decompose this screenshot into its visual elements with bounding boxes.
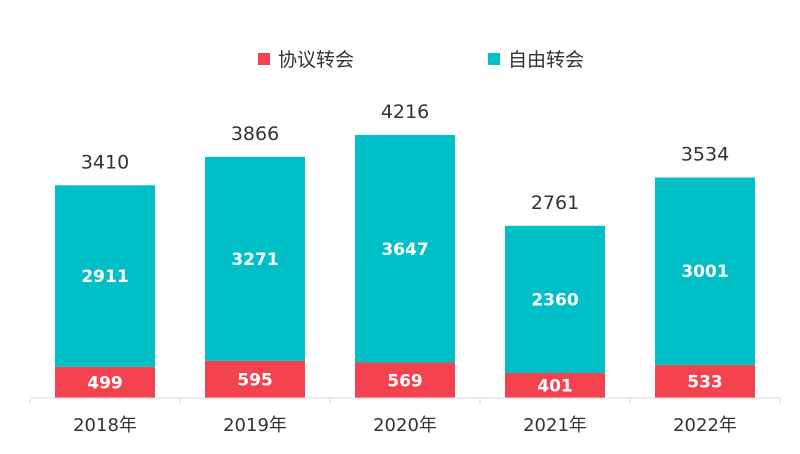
bar-total-label: 3866 — [231, 123, 279, 145]
bar-value-label: 401 — [537, 376, 573, 396]
bar-segment-agreement-4 — [655, 364, 755, 398]
chart-legend: 协议转会 自由转会 — [258, 49, 584, 71]
bar-total-label: 2761 — [531, 192, 579, 214]
bars-group: 499 2911 3410 595 3271 3866 569 3647 4216 401 2360… — [55, 101, 755, 398]
x-tick-label: 2018年 — [73, 415, 137, 436]
x-axis-ticks: 2018年 2019年 2020年 2021年 2022年 — [29, 398, 781, 436]
x-tick-label: 2021年 — [523, 415, 587, 436]
bar-value-label: 533 — [687, 372, 723, 392]
legend-label-0: 协议转会 — [278, 49, 354, 71]
bar-value-label: 2360 — [531, 290, 578, 310]
bar-segment-agreement-1 — [205, 360, 305, 398]
bar-segment-free-0 — [55, 185, 155, 367]
legend-swatch-0 — [258, 53, 270, 65]
bar-value-label: 3647 — [381, 240, 428, 260]
bar-total-label: 3410 — [81, 151, 129, 173]
bar-segment-agreement-3 — [505, 372, 605, 398]
bar-value-label: 3001 — [681, 262, 728, 282]
bar-value-label: 3271 — [231, 250, 278, 270]
bar-value-label: 499 — [87, 373, 123, 393]
bar-segment-free-1 — [205, 156, 305, 361]
x-tick-label: 2022年 — [673, 415, 737, 436]
bar-segment-free-4 — [655, 177, 755, 365]
bar-segment-free-3 — [505, 225, 605, 373]
bar-segment-free-2 — [355, 135, 455, 363]
bar-value-label: 595 — [237, 370, 273, 390]
bar-value-label: 2911 — [81, 267, 128, 287]
bar-total-label: 3534 — [681, 144, 729, 166]
bar-value-label: 569 — [387, 371, 423, 391]
legend-label-1: 自由转会 — [508, 49, 584, 71]
x-tick-label: 2020年 — [373, 415, 437, 436]
bar-segment-agreement-2 — [355, 362, 455, 398]
bar-total-label: 4216 — [381, 101, 429, 123]
x-tick-label: 2019年 — [223, 415, 287, 436]
legend-swatch-1 — [488, 53, 500, 65]
bar-segment-agreement-0 — [55, 366, 155, 398]
